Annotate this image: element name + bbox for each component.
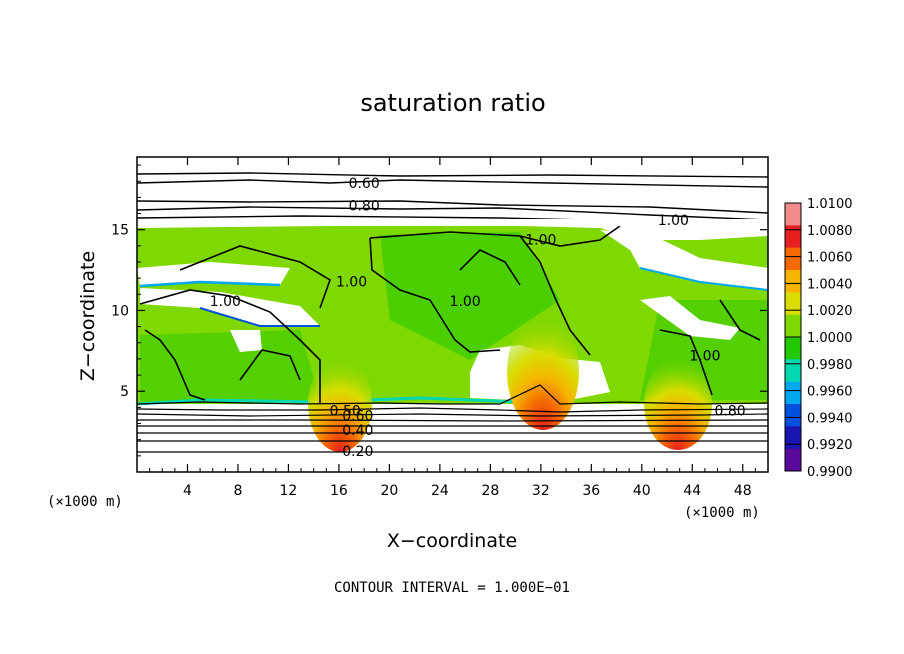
x-tick-label: 20	[380, 483, 398, 499]
contour-label: 0.40	[342, 423, 373, 439]
colorbar-label: 0.9980	[807, 358, 853, 373]
contour-label: 0.60	[349, 176, 380, 192]
x-tick-label: 24	[431, 483, 449, 499]
x-tick-label: 44	[683, 483, 701, 499]
subsaturated-fringe	[139, 280, 281, 288]
x-tick-label: 16	[330, 483, 348, 499]
dry-intrusion	[137, 262, 290, 286]
subsaturated-fringe	[199, 307, 320, 327]
colorbar-label: 0.9920	[807, 438, 853, 453]
colorbar-swatch	[785, 426, 801, 450]
colorbar-swatch	[785, 292, 801, 316]
colorbar-swatch	[785, 337, 801, 360]
lower-contours	[137, 384, 768, 453]
hotspot-32km	[507, 314, 579, 430]
colorbar: 1.0100 1.0080 1.0060 1.0040 1.0020 1.0000 0.99…	[784, 197, 853, 480]
y-axis-ticks: 5 10 15	[111, 164, 768, 457]
contour-label: 1.00	[658, 213, 689, 229]
contour-label: 1.00	[210, 294, 241, 310]
colorbar-swatch	[785, 270, 801, 293]
colorbar-label: 0.9900	[807, 465, 853, 480]
y-tick-label: 5	[120, 384, 129, 400]
saturated-region-dark-2	[140, 330, 320, 402]
x-axis-ticks: 4 8 12 16 20 24 28 32 36 40 44 48	[149, 157, 756, 499]
contour-label: 1.00	[450, 294, 481, 310]
contour-interval-note: CONTOUR INTERVAL = 1.000E−01	[334, 580, 570, 596]
saturated-region-dark	[380, 232, 560, 360]
contour-lines-1.00	[139, 225, 761, 404]
colorbar-swatch	[785, 314, 801, 338]
x-unit-left: (×1000 m)	[47, 494, 123, 510]
heatmap-field	[137, 172, 768, 453]
contour-label: 0.50	[330, 404, 361, 420]
x-tick-label: 36	[582, 483, 600, 499]
colorbar-swatch	[785, 225, 801, 249]
contour-label: 0.80	[715, 404, 746, 420]
colorbar-label: 1.0000	[807, 331, 853, 346]
chart-title: saturation ratio	[360, 89, 545, 117]
colorbar-swatch	[785, 359, 801, 383]
contour-label: 1.00	[336, 274, 367, 290]
contour-label: 1.00	[689, 349, 720, 365]
x-tick-label: 12	[280, 483, 298, 499]
colorbar-label: 1.0080	[807, 224, 853, 239]
x-axis-label: X−coordinate	[387, 530, 517, 552]
colorbar-swatch	[785, 203, 801, 226]
colorbar-swatch	[785, 381, 801, 405]
colorbar-swatch	[785, 448, 801, 472]
colorbar-label: 0.9940	[807, 411, 853, 426]
contour-label: 0.80	[349, 198, 380, 214]
colorbar-label: 1.0020	[807, 304, 853, 319]
x-tick-label: 40	[633, 483, 651, 499]
contour-label: 1.00	[525, 232, 556, 248]
x-tick-label: 8	[233, 483, 242, 499]
x-tick-label: 32	[532, 483, 550, 499]
dry-intrusion	[640, 296, 740, 340]
dry-intrusion	[600, 230, 768, 290]
x-tick-label: 28	[481, 483, 499, 499]
y-tick-label: 10	[111, 303, 129, 319]
y-tick-label: 15	[111, 223, 129, 239]
colorbar-label: 1.0100	[807, 197, 853, 212]
colorbar-label: 0.9960	[807, 385, 853, 400]
x-tick-label: 48	[734, 483, 752, 499]
x-unit-right: (×1000 m)	[684, 505, 760, 521]
colorbar-swatch	[785, 404, 801, 427]
contour-labels: 0.60 0.80 1.00 1.00 1.00 1.00 1.00 1.00 0.80 0.50…	[210, 176, 746, 460]
x-tick-label: 4	[183, 483, 192, 499]
colorbar-label: 1.0060	[807, 251, 853, 266]
y-axis-label: Z−coordinate	[77, 251, 99, 381]
colorbar-label: 1.0040	[807, 277, 853, 292]
colorbar-swatch	[785, 247, 801, 271]
contour-label: 0.60	[342, 408, 373, 424]
dry-intrusion	[230, 330, 262, 352]
subsaturated-fringe	[639, 267, 768, 291]
contour-label: 0.20	[342, 444, 373, 460]
